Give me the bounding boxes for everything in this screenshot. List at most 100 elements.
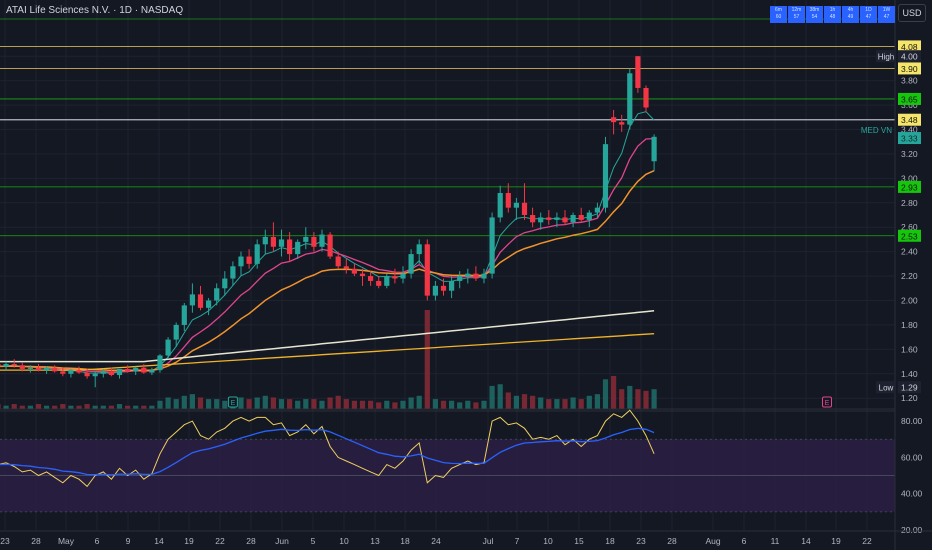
volume-bar [3,405,9,409]
candle-body [197,294,204,308]
level-price-label: 3.65 [901,94,918,104]
tag-name-box [876,381,896,394]
time-tick-label: 7 [515,536,520,546]
volume-bar [505,392,511,409]
time-tick-label: 14 [801,536,811,546]
earnings-marker-box [227,396,238,408]
time-tick-label: 28 [31,536,41,546]
level-price-tag [898,229,921,242]
earnings-marker-label: E [825,400,830,407]
time-tick-label: 15 [574,536,584,546]
candle-body [0,364,1,367]
timeframe-label: 1h [829,7,836,13]
candle-body [238,256,244,267]
time-tick-label: 5 [311,536,316,546]
volume-bar [335,395,341,409]
volume-bar [368,400,374,409]
volume-bar [319,400,325,409]
volume-bar [116,404,123,409]
volume-bar [44,405,50,409]
price-axis: 4.00 3.80 3.60 3.40 3.20 3.00 2.80 2.60 2.40 2.20… [861,0,932,550]
candle-body [270,236,276,247]
candle-body [76,370,82,373]
candle-body [481,273,487,279]
volume-bar [594,394,600,409]
symbol-title: ATAI Life Sciences N.V. · 1D · NASDAQ [6,5,184,16]
price-tick-label: 2.00 [901,296,918,306]
candle-body [627,73,633,125]
volume-bar [408,397,414,409]
timeframe-cell[interactable]: 12m 57 [788,6,805,23]
candle-body [116,368,123,376]
candle-body [287,239,293,255]
time-tick-label: 11 [771,536,780,546]
price-tick-label: 3.80 [901,76,918,86]
timeframe-cell[interactable]: 38m 54 [806,6,823,23]
tag-price-box [898,381,921,394]
volume-bar [619,389,625,409]
volume-bars [0,310,895,410]
volume-bar [521,394,528,409]
candle-body [230,266,236,279]
volume-bar [0,404,1,409]
timeframe-label: 12m [791,7,802,13]
volume-bar [359,400,366,409]
volume-bar [262,395,268,409]
level-price-tag [898,113,921,126]
candle-body [100,371,106,374]
volume-bar [278,399,285,409]
currency-button[interactable]: USD [898,4,926,22]
volume-bar [270,397,276,409]
candle-body [335,256,341,267]
price-tick-label: 1.80 [901,320,918,330]
candle-body [295,241,301,255]
timeframe-value: 60 [775,14,782,20]
volume-bar [327,397,333,409]
candle-body [303,236,309,242]
timeframe-label: 1W [882,7,891,13]
candle-body [521,202,528,215]
volume-bar [651,389,657,409]
time-tick-label: 24 [431,536,441,546]
price-tick-label: 1.20 [901,393,918,403]
volume-bar [133,405,139,409]
candle-body [473,273,479,279]
timeframe-cell[interactable]: 4h 49 [842,6,859,23]
volume-bar [513,395,519,409]
candle-body [108,371,114,376]
time-tick-label: 23 [0,536,10,546]
timeframe-cell[interactable]: 6m 60 [770,6,787,23]
timeframe-cell[interactable]: 1W 47 [878,6,895,23]
time-tick-label: Jun [275,536,289,546]
sma-long-line [0,333,655,371]
ema-fast-line [0,111,655,374]
volume-bar [473,402,479,409]
volume-bar [303,399,309,409]
rsi-tick-label: 40.00 [901,489,923,499]
rsi-ma-line [0,427,655,476]
time-tick-label: 19 [184,536,194,546]
volume-bar [197,397,204,409]
candle-body [651,136,657,162]
volume-bar [246,399,252,409]
timeframe-cell[interactable]: 1h 48 [824,6,841,23]
timeframe-cell[interactable]: 1D 47 [860,6,877,23]
candle-body [400,273,406,279]
level-price-tag [898,40,921,53]
candle-body [173,324,179,340]
price-tick-label: 1.40 [901,369,918,379]
earnings-marker: E [227,396,238,408]
volume-bar [295,400,301,409]
volume-bar [481,400,487,409]
tag-price-box [898,50,921,63]
candle-body [408,254,414,274]
candle-body [52,367,58,372]
candle-body [311,236,317,247]
tag-name-label: High [878,53,894,62]
timeframe-strip: 6m 60 12m 57 38m 54 1h 48 4h 49 1D 47 1W 47 [770,6,895,23]
time-tick-label: 6 [742,536,747,546]
candle-body [449,280,455,291]
price-tick-label: 3.60 [901,100,918,110]
price-tick-label: 2.40 [901,247,918,257]
